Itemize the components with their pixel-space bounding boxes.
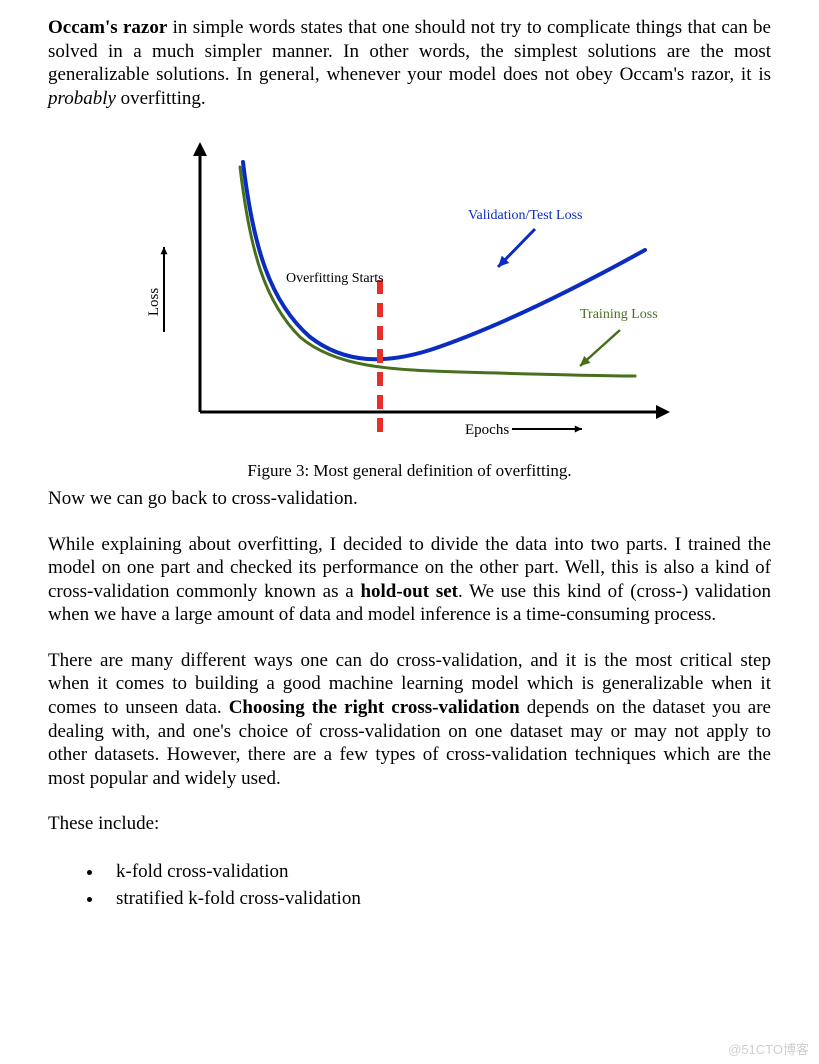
paragraph-choosing-cv: There are many different ways one can do… xyxy=(48,649,771,790)
figure-overfitting: Loss Epochs Overfitting Starts Validation/T… xyxy=(48,132,771,481)
term-choosing-cv: Choosing the right cross-validation xyxy=(229,697,520,718)
paragraph-occams-razor: Occam's razor in simple words states tha… xyxy=(48,16,771,110)
paragraph-back-to-cv: Now we can go back to cross-validation. xyxy=(48,487,771,511)
svg-text:Training Loss: Training Loss xyxy=(580,307,658,322)
document-page: Occam's razor in simple words states tha… xyxy=(0,0,819,1064)
figure-caption: Figure 3: Most general definition of ove… xyxy=(48,461,771,481)
svg-text:Epochs: Epochs xyxy=(465,422,509,438)
svg-text:Validation/Test Loss: Validation/Test Loss xyxy=(468,208,583,223)
cv-types-list: k-fold cross-validation stratified k-fol… xyxy=(104,858,771,913)
p1-italic: probably xyxy=(48,88,116,109)
list-item-kfold: k-fold cross-validation xyxy=(104,858,771,886)
overfitting-chart: Loss Epochs Overfitting Starts Validation/T… xyxy=(130,132,690,452)
watermark-text: @51CTO博客 xyxy=(728,1039,809,1058)
paragraph-these-include: These include: xyxy=(48,812,771,836)
svg-text:Loss: Loss xyxy=(146,288,162,317)
list-item-stratified-kfold: stratified k-fold cross-validation xyxy=(104,885,771,913)
paragraph-holdout: While explaining about overfitting, I de… xyxy=(48,533,771,627)
term-occams-razor: Occam's razor xyxy=(48,17,167,38)
term-holdout-set: hold-out set xyxy=(360,581,458,602)
svg-text:Overfitting Starts: Overfitting Starts xyxy=(286,271,384,286)
p1-text-b: overfitting. xyxy=(116,88,206,109)
